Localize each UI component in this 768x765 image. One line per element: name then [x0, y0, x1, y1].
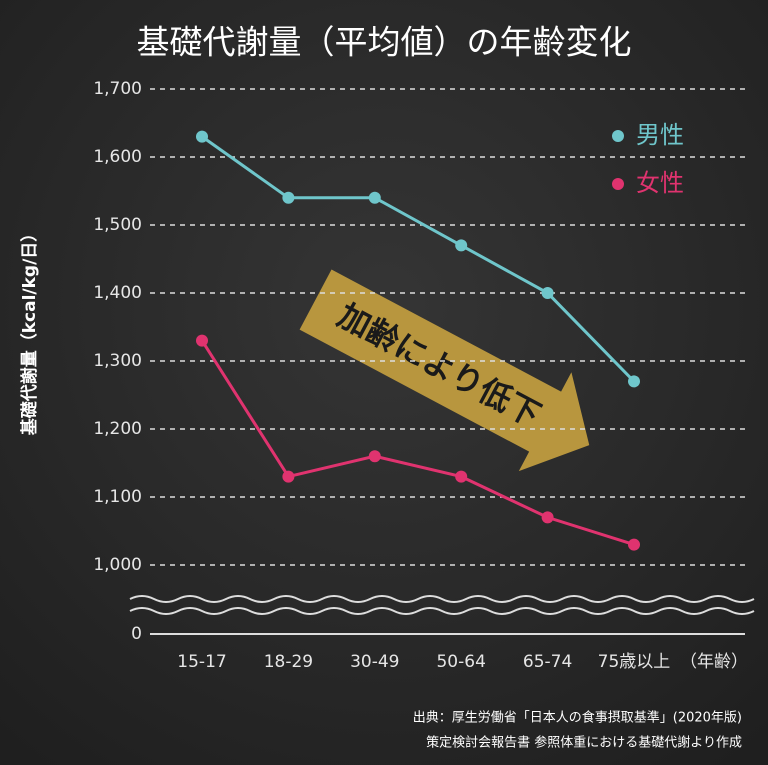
x-tick-label: 15-17 [177, 652, 226, 672]
data-point [541, 511, 554, 524]
data-point [455, 470, 468, 483]
data-point [628, 375, 640, 388]
source: 策定検討会報告書 参照体重における基礎代謝より作成 [426, 735, 742, 751]
data-point [196, 130, 208, 143]
y-tick-label: 1,000 [93, 555, 142, 575]
series-line [201, 135, 636, 383]
x-axis-label: （年齢） [680, 652, 748, 672]
data-point [455, 239, 468, 252]
source: 出典：厚生労働省「日本人の食事摂取基準」(2020年版) [413, 710, 742, 726]
x-tick-label: 50-64 [436, 652, 485, 672]
x-tick-label: 65-74 [523, 652, 572, 672]
x-tick-label: 30-49 [350, 652, 399, 672]
data-point [368, 450, 381, 463]
legend-label: 女性 [636, 169, 684, 197]
y-tick-label: 1,500 [93, 215, 142, 235]
chart-title: 基礎代謝量（平均値）の年齢変化 [137, 23, 632, 62]
x-tick-label: 18-29 [264, 652, 313, 672]
y-tick-label: 1,700 [93, 79, 142, 99]
legend-marker [612, 130, 624, 142]
y-tick-label: 1,100 [93, 487, 142, 507]
data-point [196, 334, 208, 347]
y-tick-label: 1,600 [93, 147, 142, 167]
legend-label: 男性 [636, 121, 684, 149]
data-point [541, 287, 554, 299]
y-tick-label: 0 [131, 624, 142, 644]
series-line [200, 339, 635, 547]
data-point [628, 538, 640, 551]
data-point [282, 470, 295, 483]
arrow-shape [299, 269, 590, 472]
legend-marker [612, 178, 624, 190]
data-point [368, 191, 381, 204]
axis-break [129, 595, 755, 615]
y-axis-label: 基礎代謝量（kcal/kg/日） [19, 225, 40, 437]
x-tick-label: 75歳以上 [598, 652, 671, 672]
y-tick-label: 1,400 [93, 283, 142, 303]
y-tick-label: 1,300 [93, 351, 142, 371]
data-point [282, 191, 295, 204]
y-tick-label: 1,200 [93, 419, 142, 439]
